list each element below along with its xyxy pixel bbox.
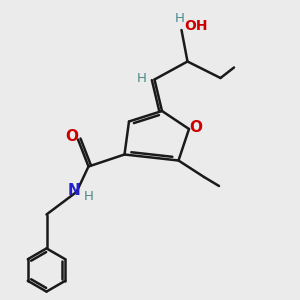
- Text: OH: OH: [184, 20, 208, 33]
- Text: H: H: [137, 71, 147, 85]
- Text: H: H: [175, 12, 185, 25]
- Text: N: N: [68, 183, 80, 198]
- Text: H: H: [84, 190, 93, 203]
- Text: O: O: [189, 120, 202, 135]
- Text: O: O: [65, 129, 78, 144]
